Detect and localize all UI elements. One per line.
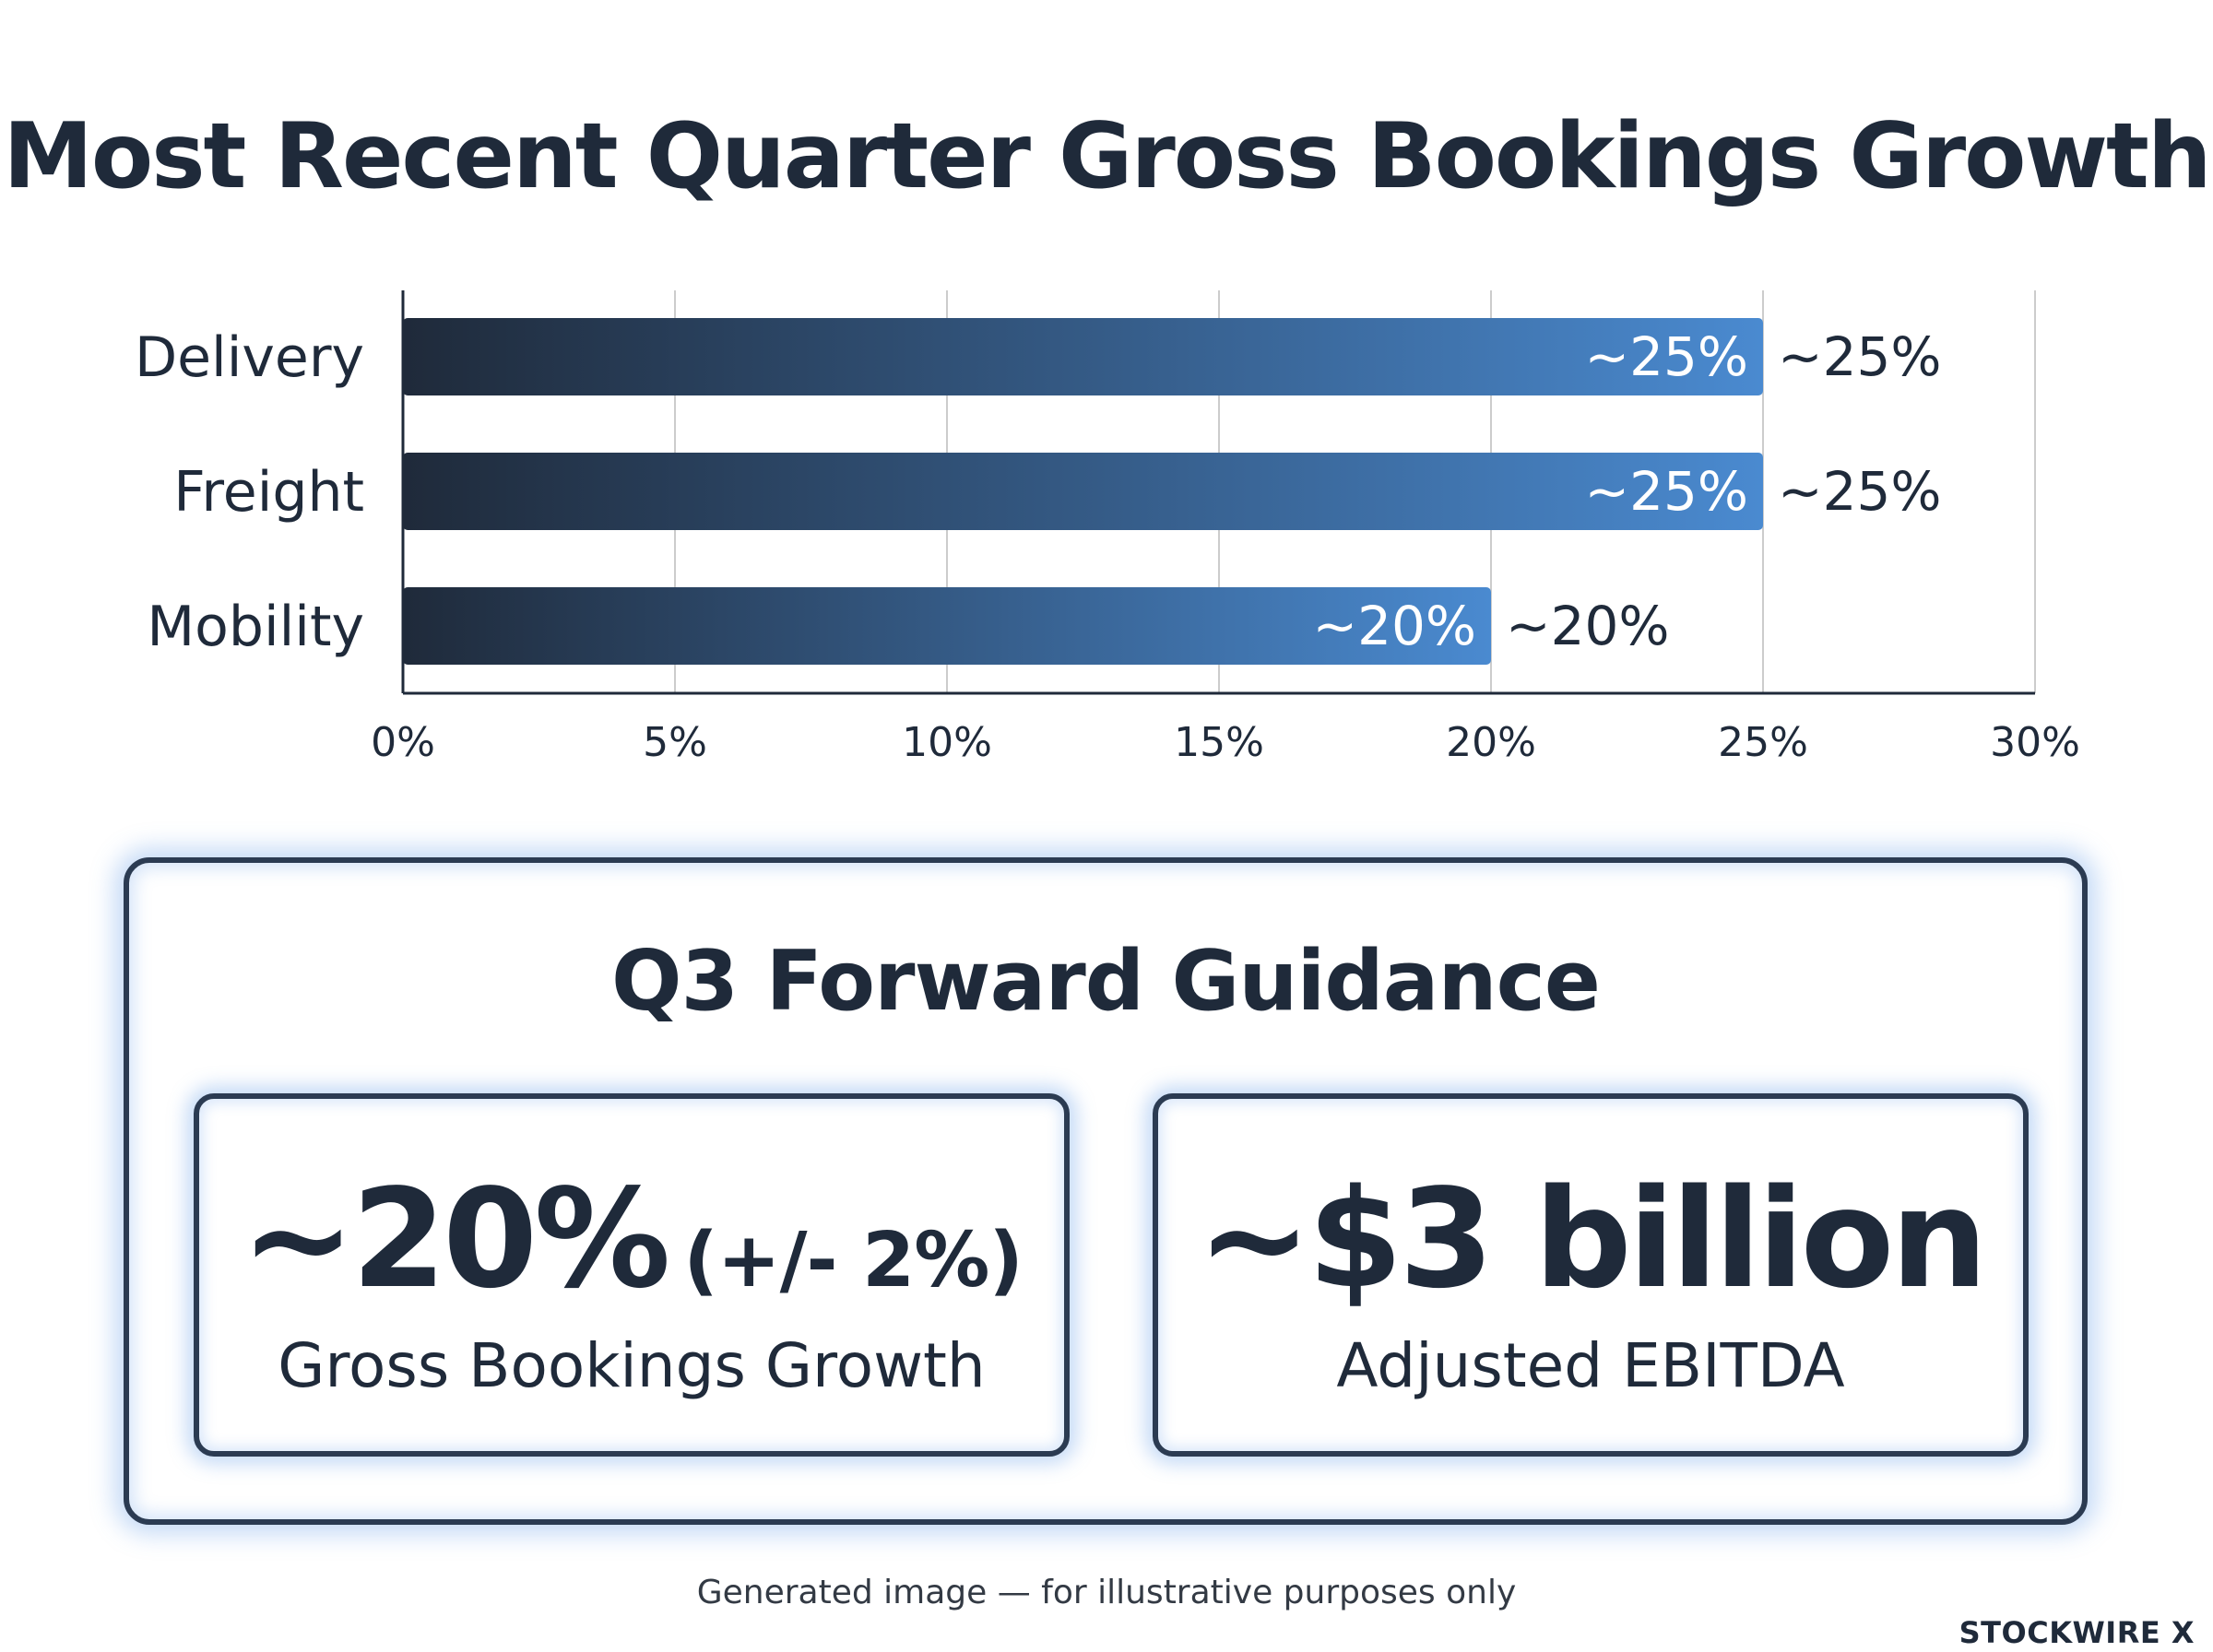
bar-value-label-outside: ~20% bbox=[1506, 595, 1670, 657]
axes bbox=[401, 290, 2035, 695]
growth-label: Gross Bookings Growth bbox=[278, 1330, 986, 1401]
x-tick-label: 0% bbox=[371, 719, 435, 766]
ebitda-guidance-card: ~$3 billion Adjusted EBITDA bbox=[1153, 1093, 2029, 1457]
x-tick-label: 25% bbox=[1718, 719, 1808, 766]
labels: 0% 5% 10% 15% 20% 25% 30% Delivery ~25% ~25% Freig… bbox=[135, 325, 2080, 766]
bar-value-label-inside: ~25% bbox=[1584, 325, 1748, 388]
bar-value-label-outside: ~25% bbox=[1778, 325, 1942, 388]
bars bbox=[403, 318, 1763, 665]
x-tick-label: 20% bbox=[1446, 719, 1536, 766]
chart-title: Most Recent Quarter Gross Bookings Growt… bbox=[3, 104, 2211, 209]
growth-qualifier: (+/- 2%) bbox=[683, 1217, 1023, 1304]
x-tick-label: 5% bbox=[643, 719, 707, 766]
bar-mobility bbox=[403, 587, 1491, 665]
bar-value-label-outside: ~25% bbox=[1778, 460, 1942, 523]
disclaimer-note: Generated image — for illustrative purpo… bbox=[696, 1574, 1517, 1611]
bar-freight bbox=[403, 453, 1763, 530]
guidance-value-growth: ~20% (+/- 2%) bbox=[199, 1165, 1064, 1355]
gross-bookings-guidance-card: ~20% (+/- 2%) Gross Bookings Growth bbox=[194, 1093, 1070, 1457]
bar-delivery bbox=[403, 318, 1763, 395]
x-tick-label: 30% bbox=[1990, 719, 2080, 766]
ebitda-label: Adjusted EBITDA bbox=[1336, 1330, 1845, 1401]
bar-chart: 0% 5% 10% 15% 20% 25% 30% Delivery ~25% ~25% Freig… bbox=[135, 290, 2080, 766]
bar-value-label-inside: ~25% bbox=[1584, 460, 1748, 523]
category-label: Freight bbox=[173, 460, 364, 525]
ebitda-value: ~$3 billion bbox=[1197, 1160, 1987, 1318]
brand-logo: STOCKWIRE X bbox=[1959, 1615, 2195, 1650]
growth-value: ~20% bbox=[241, 1160, 670, 1318]
x-tick-label: 10% bbox=[902, 719, 992, 766]
guidance-title: Q3 Forward Guidance bbox=[611, 933, 1601, 1030]
category-label: Mobility bbox=[147, 595, 364, 659]
category-label: Delivery bbox=[135, 325, 364, 390]
x-tick-label: 15% bbox=[1174, 719, 1264, 766]
guidance-value-ebitda: ~$3 billion bbox=[1158, 1165, 2023, 1355]
forward-guidance-panel: Q3 Forward Guidance ~20% (+/- 2%) Gross B… bbox=[124, 857, 2088, 1525]
bar-value-label-inside: ~20% bbox=[1312, 595, 1476, 657]
